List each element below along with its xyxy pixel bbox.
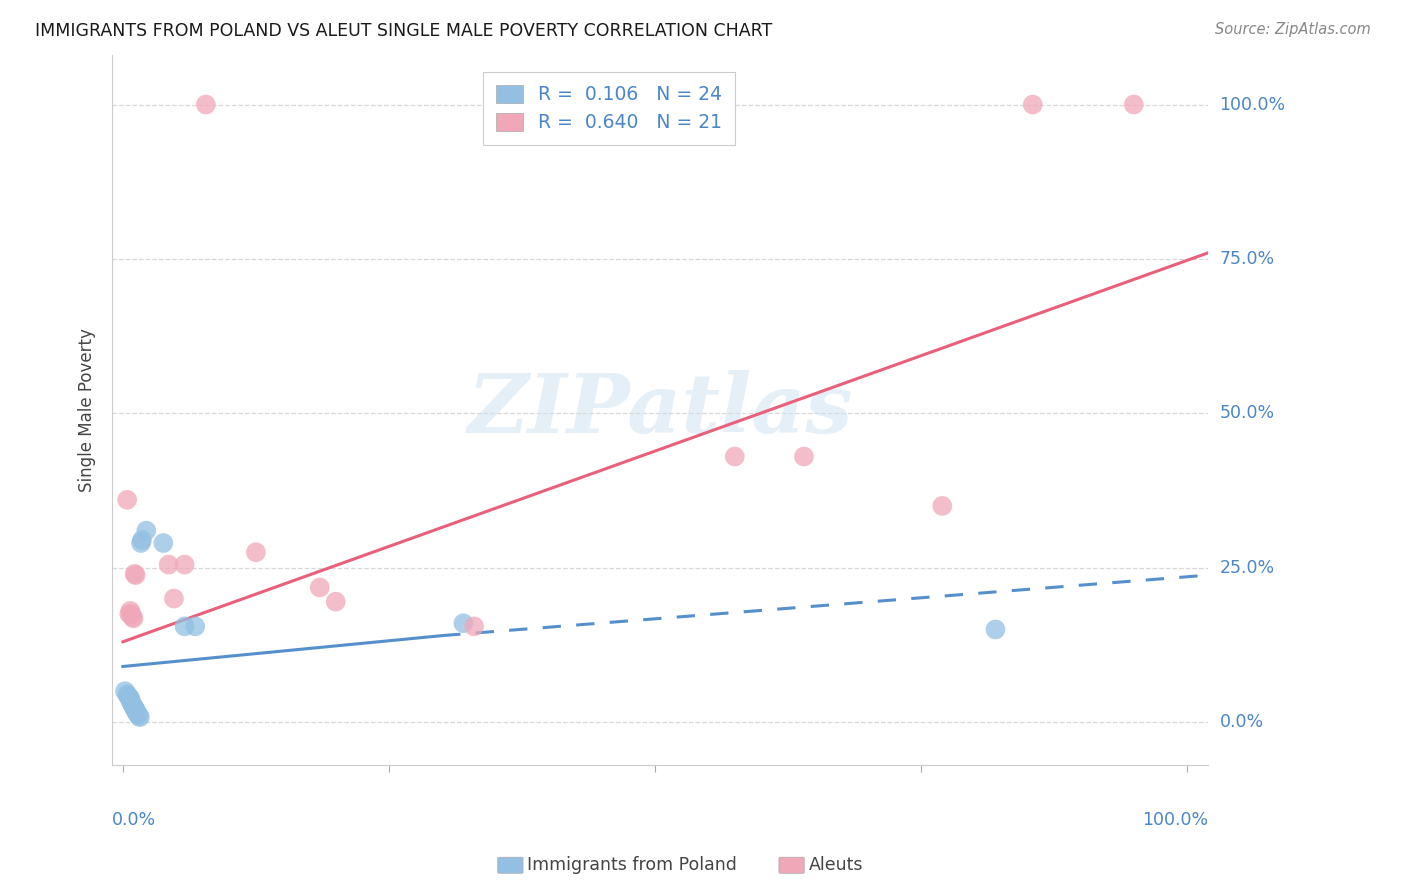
Point [115, 492, 138, 507]
Point [118, 690, 141, 705]
Point [120, 691, 142, 706]
Point [163, 591, 186, 606]
Legend: R =  0.106   N = 24, R =  0.640   N = 21: R = 0.106 N = 24, R = 0.640 N = 21 [484, 71, 735, 145]
Point [122, 611, 145, 625]
Text: 75.0%: 75.0% [1219, 250, 1275, 268]
Point [157, 558, 180, 572]
Point [173, 619, 195, 633]
Text: Aleuts: Aleuts [808, 856, 863, 874]
Text: 0.0%: 0.0% [1219, 713, 1264, 731]
Point [325, 594, 347, 608]
Text: ZIPatlas: ZIPatlas [468, 370, 853, 450]
Point [121, 610, 143, 624]
Point [115, 687, 138, 701]
Point [129, 536, 152, 550]
Text: 0.0%: 0.0% [112, 812, 156, 830]
Point [131, 533, 153, 547]
Point [124, 568, 146, 582]
Text: Immigrants from Poland: Immigrants from Poland [527, 856, 737, 874]
Point [120, 604, 142, 618]
Point [117, 689, 139, 703]
Point [122, 699, 145, 714]
Point [128, 709, 150, 723]
Point [124, 703, 146, 717]
Point [173, 558, 195, 572]
Point [129, 710, 152, 724]
Point [121, 698, 143, 712]
Point [453, 616, 475, 631]
Point [118, 607, 141, 621]
Point [793, 450, 815, 464]
Point [245, 545, 267, 559]
Point [124, 566, 146, 581]
Point [184, 619, 207, 633]
Point [931, 499, 953, 513]
Point [1122, 97, 1144, 112]
Text: 25.0%: 25.0% [1219, 558, 1275, 577]
Point [124, 701, 146, 715]
Point [120, 695, 142, 709]
Text: IMMIGRANTS FROM POLAND VS ALEUT SINGLE MALE POVERTY CORRELATION CHART: IMMIGRANTS FROM POLAND VS ALEUT SINGLE M… [35, 22, 772, 40]
Point [125, 706, 148, 720]
Point [724, 450, 747, 464]
Y-axis label: Single Male Poverty: Single Male Poverty [79, 328, 96, 492]
Point [194, 97, 217, 112]
Point [152, 536, 174, 550]
Point [308, 581, 330, 595]
Text: Source: ZipAtlas.com: Source: ZipAtlas.com [1215, 22, 1371, 37]
Text: 50.0%: 50.0% [1219, 404, 1275, 422]
Point [984, 623, 1007, 637]
Text: 100.0%: 100.0% [1219, 95, 1285, 113]
Point [127, 706, 149, 721]
Point [1022, 97, 1045, 112]
Point [120, 693, 142, 707]
Text: 100.0%: 100.0% [1142, 812, 1208, 830]
Point [463, 619, 485, 633]
Point [120, 607, 142, 621]
Point [114, 684, 136, 698]
Point [135, 524, 157, 538]
Point [124, 704, 146, 718]
